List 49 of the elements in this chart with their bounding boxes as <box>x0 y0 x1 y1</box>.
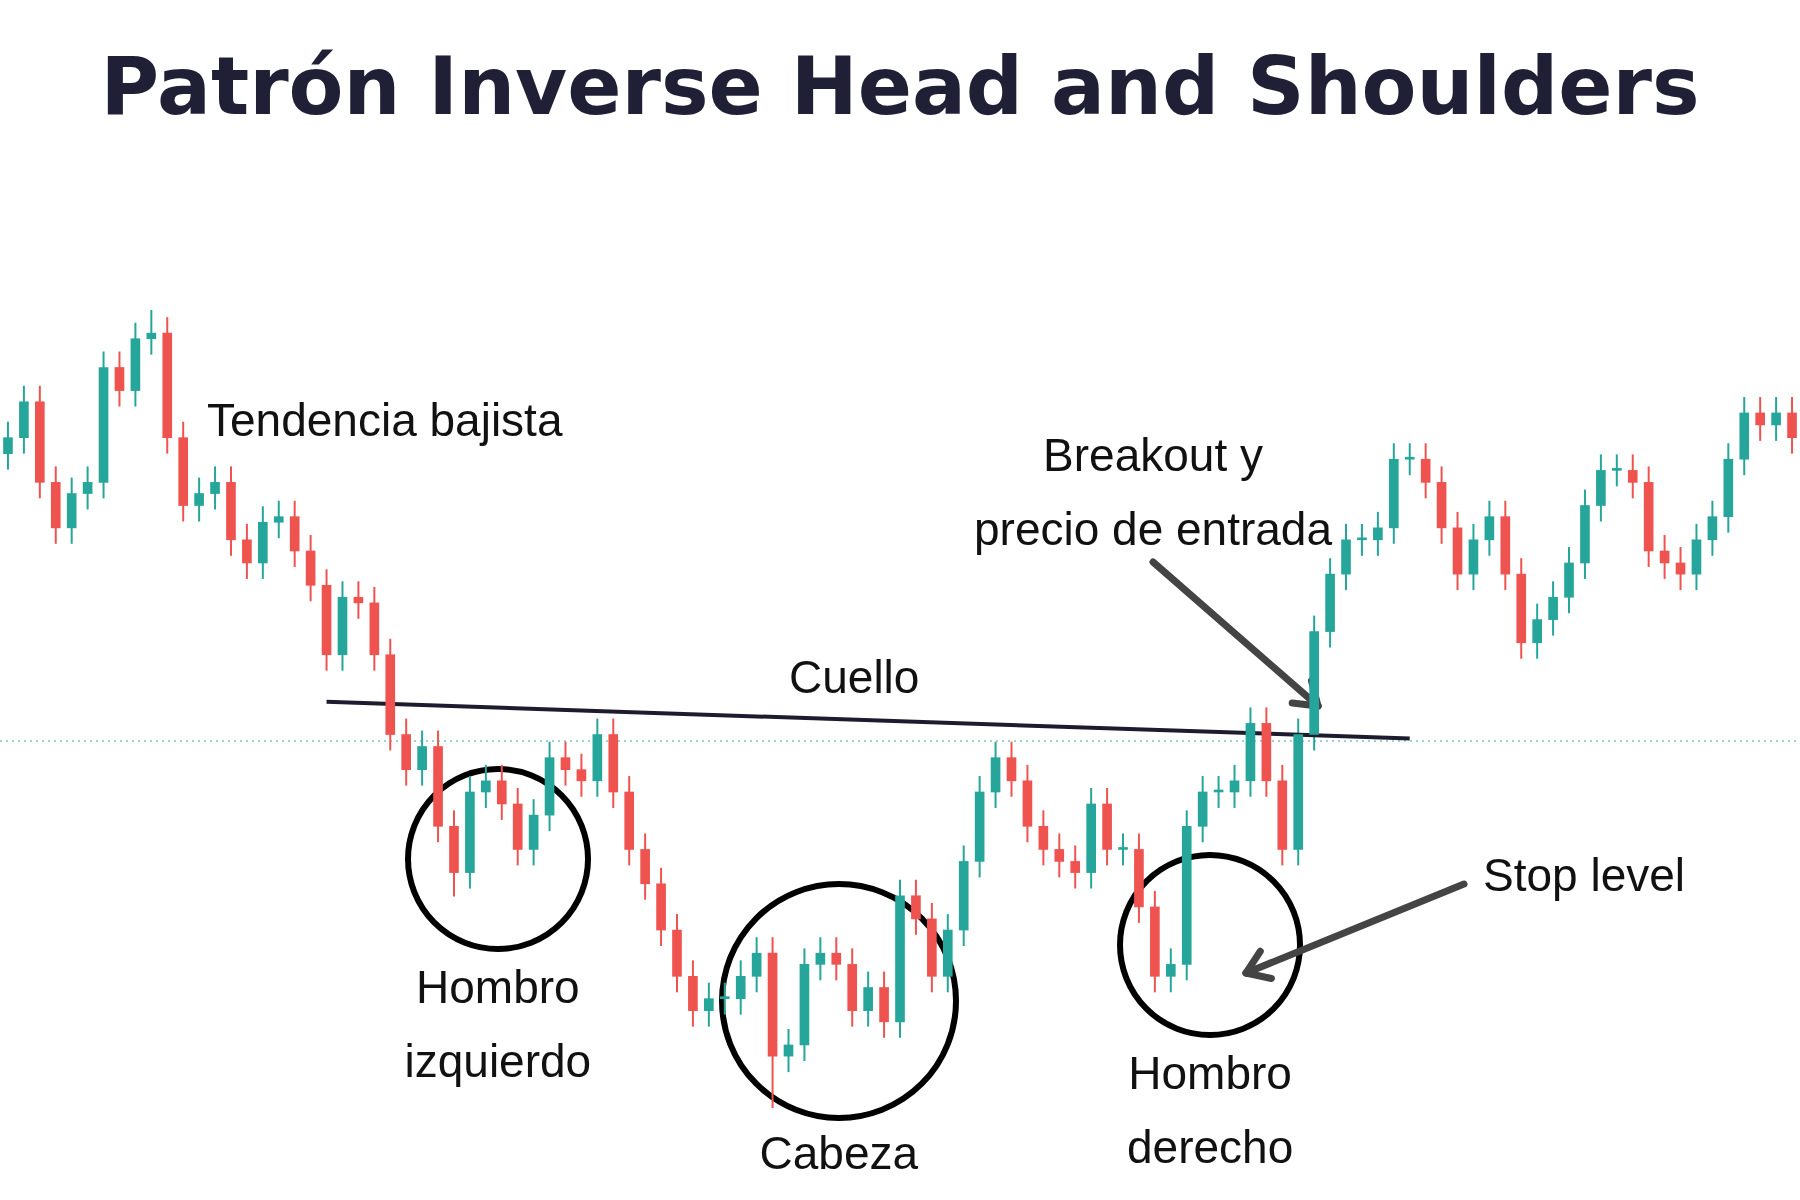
candlestick <box>576 752 587 798</box>
candlestick <box>1006 740 1017 798</box>
candlestick <box>1054 832 1065 879</box>
candlestick <box>1532 602 1542 660</box>
candlestick <box>1373 510 1383 557</box>
candlestick <box>242 522 252 580</box>
candlestick <box>82 465 93 511</box>
candlestick <box>1611 453 1622 488</box>
candlestick <box>704 981 714 1028</box>
candlestick <box>417 729 427 787</box>
candlestick <box>496 763 507 821</box>
candlestick <box>751 936 762 994</box>
candlestick <box>1755 395 1766 442</box>
candlestick <box>1038 809 1049 867</box>
candlestick <box>194 476 204 523</box>
candlestick <box>1357 522 1367 557</box>
candlestick <box>831 936 842 982</box>
candlestick <box>146 309 157 356</box>
candlestick <box>1118 832 1128 867</box>
text: Cabeza <box>759 1126 919 1181</box>
annotation: Stop level <box>1483 848 1686 903</box>
candlestick <box>911 878 921 936</box>
annotation: Tendencia bajista <box>207 393 563 448</box>
candlestick <box>1420 442 1431 500</box>
candlestick <box>1707 499 1718 557</box>
candlestick <box>114 350 125 408</box>
annotation: Hombro derecho <box>1127 1046 1294 1175</box>
candlestick <box>1484 499 1495 557</box>
candlestick <box>1229 763 1240 809</box>
annotation: Cuello <box>789 650 920 705</box>
candlestick <box>210 465 220 511</box>
annotation: Breakout y precio de entrada <box>974 428 1333 557</box>
candlestick <box>353 580 364 620</box>
candlestick <box>863 970 873 1028</box>
candlestick <box>719 981 730 1016</box>
candlestick <box>1404 442 1415 477</box>
candlestick <box>3 420 13 471</box>
candlestick <box>1627 453 1638 500</box>
candlestick <box>1070 844 1081 890</box>
candlestick <box>560 740 571 787</box>
candlestick <box>273 499 284 540</box>
candlestick <box>1548 580 1558 637</box>
candlestick <box>815 936 826 982</box>
chart-title: Patrón Inverse Head and Shoulders <box>99 40 1701 133</box>
candlestick <box>1165 947 1176 994</box>
candlestick <box>735 959 746 1016</box>
annotation: Hombro izquierdo <box>404 960 592 1089</box>
candlestick <box>481 763 491 809</box>
candlestick <box>1771 395 1781 442</box>
